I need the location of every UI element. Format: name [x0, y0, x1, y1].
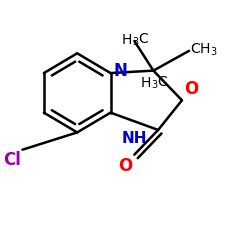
- Text: Cl: Cl: [4, 151, 21, 169]
- Text: O: O: [184, 80, 198, 98]
- Text: O: O: [118, 157, 132, 175]
- Text: H: H: [122, 33, 132, 47]
- Text: CH$_3$: CH$_3$: [190, 42, 218, 58]
- Text: $_3$C: $_3$C: [132, 32, 150, 48]
- Text: NH: NH: [122, 131, 147, 146]
- Text: N: N: [114, 62, 127, 80]
- Text: H: H: [141, 76, 151, 90]
- Text: $_3$C: $_3$C: [151, 75, 169, 91]
